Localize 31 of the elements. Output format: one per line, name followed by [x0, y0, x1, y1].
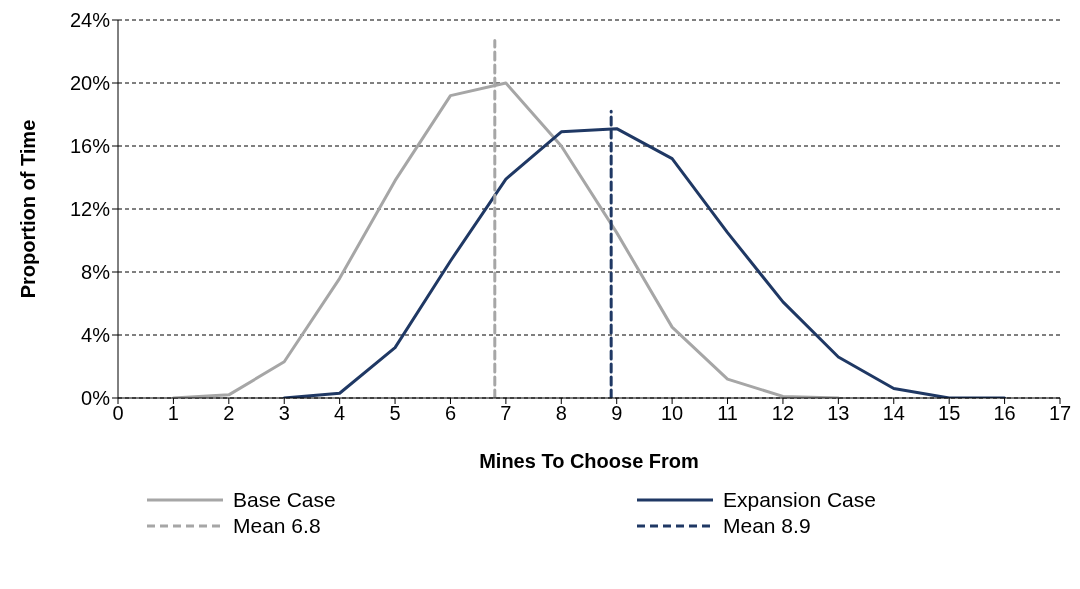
y-tick-label: 4% [81, 324, 111, 347]
y-tick-label: 20% [69, 72, 111, 95]
y-axis-title: Proportion of Time [17, 119, 40, 299]
y-tick-label: 12% [69, 198, 111, 221]
y-tick-label: 24% [69, 9, 111, 32]
x-tick-label: 10 [660, 402, 684, 425]
x-tick-label: 13 [827, 402, 850, 425]
legend-label: Base Case [233, 488, 336, 512]
x-tick-label: 16 [993, 402, 1016, 425]
x-tick-label: 17 [1048, 402, 1072, 425]
x-tick-label: 1 [167, 402, 179, 425]
x-tick-label: 9 [611, 402, 623, 425]
y-tick-label: 16% [69, 135, 111, 158]
x-tick-label: 15 [938, 402, 961, 425]
y-tick-label: 0% [81, 387, 111, 410]
x-tick-label: 3 [278, 402, 290, 425]
y-tick-label: 8% [81, 261, 111, 284]
x-tick-label: 8 [555, 402, 567, 425]
x-tick-label: 11 [717, 402, 738, 425]
legend-label: Mean 8.9 [723, 514, 811, 538]
legend-label: Mean 6.8 [233, 514, 321, 538]
legend-label: Expansion Case [723, 488, 876, 512]
x-tick-label: 5 [389, 402, 401, 425]
x-tick-label: 12 [771, 402, 795, 425]
x-tick-label: 7 [500, 402, 512, 425]
x-tick-label: 4 [334, 402, 346, 425]
x-axis-title: Mines To Choose From [479, 450, 699, 472]
x-tick-label: 6 [444, 402, 457, 425]
x-tick-label: 14 [882, 402, 905, 425]
x-tick-label: 0 [112, 402, 124, 425]
x-tick-label: 2 [223, 402, 235, 425]
